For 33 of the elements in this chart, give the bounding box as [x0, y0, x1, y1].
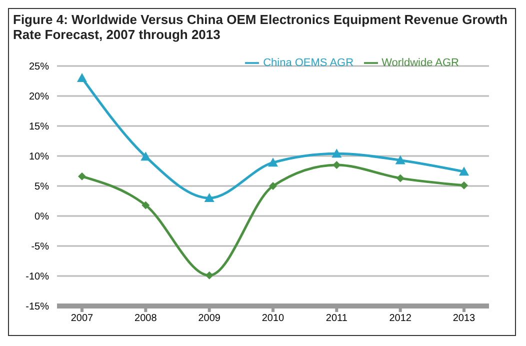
legend-label: Worldwide AGR: [382, 56, 459, 69]
point: [459, 166, 469, 176]
point: [332, 161, 341, 169]
y-tick-label: -15%: [26, 302, 50, 313]
point: [204, 193, 214, 202]
y-tick-label: 25%: [28, 62, 50, 73]
x-tick-label: 2009: [198, 313, 221, 324]
x-tick-label: 2008: [134, 313, 158, 324]
y-tick-label: -5%: [31, 242, 50, 253]
chart-title: Figure 4: Worldwide Versus China OEM Electronics Equipment Revenue Growth Rate Forecast, 2007 through 2013: [12, 11, 509, 42]
x-tick-label: 2010: [262, 313, 285, 324]
x-tick-label: 2007: [70, 313, 94, 324]
point: [77, 73, 87, 82]
point: [140, 152, 151, 161]
y-tick-label: 10%: [28, 152, 50, 163]
point: [396, 174, 404, 182]
y-tick-label: 0%: [34, 212, 50, 223]
point: [78, 172, 86, 180]
point: [460, 181, 468, 190]
x-tick-label: 2013: [452, 313, 476, 324]
point: [395, 155, 406, 164]
point: [142, 201, 150, 210]
point: [268, 158, 278, 167]
y-tick-label: 5%: [34, 182, 50, 193]
x-tick-label: 2012: [389, 313, 412, 324]
y-tick-label: 15%: [28, 122, 50, 133]
legend-label: China OEMS AGR: [263, 56, 354, 69]
point: [332, 148, 342, 158]
point: [205, 271, 214, 280]
x-tick-label: 2011: [326, 313, 348, 324]
y-tick-label: 20%: [28, 92, 50, 103]
y-tick-label: -10%: [26, 272, 50, 283]
point: [269, 182, 277, 190]
